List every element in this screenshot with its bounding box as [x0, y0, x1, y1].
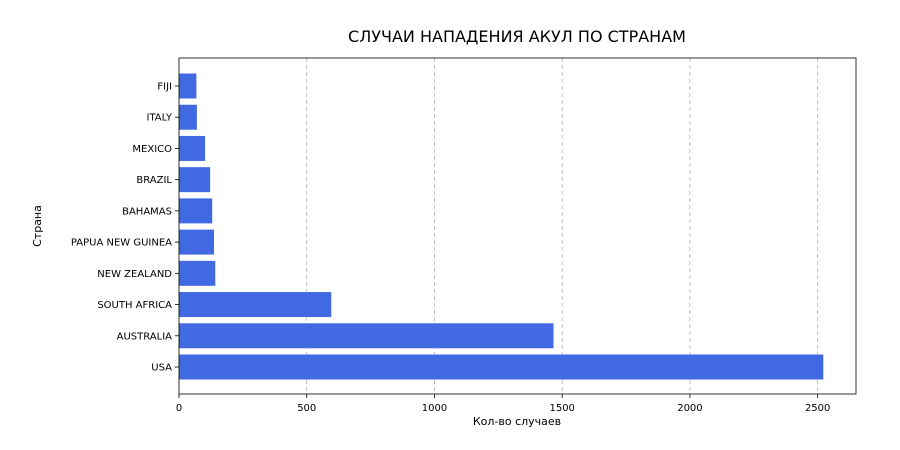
y-tick-label: BAHAMAS [122, 206, 172, 217]
y-tick-label: AUSTRALIA [117, 331, 173, 342]
y-tick-label: BRAZIL [136, 175, 172, 186]
x-tick-label: 1000 [422, 403, 447, 414]
y-tick-label: PAPUA NEW GUINEA [71, 238, 172, 249]
plot-frame [178, 57, 857, 395]
y-axis-label: Страна [31, 205, 44, 247]
bar-bahamas [179, 198, 213, 224]
x-axis: 0 500 1000 1500 2000 2500 [176, 394, 830, 414]
bar-papua-new-guinea [179, 229, 214, 255]
bar-italy [179, 104, 197, 130]
x-axis-label: Кол-во случаев [473, 415, 561, 428]
bar-south-africa [179, 292, 332, 318]
bar-brazil [179, 167, 211, 193]
x-tick-label: 1500 [549, 403, 574, 414]
x-tick-label: 2000 [677, 403, 702, 414]
bar-usa [179, 354, 824, 380]
x-tick-label: 2500 [805, 403, 830, 414]
bar-australia [179, 323, 554, 349]
y-axis: USA AUSTRALIA SOUTH AFRICA NEW ZEALAND PAPUA… [71, 82, 179, 374]
bar-new-zealand [179, 260, 216, 286]
bar-mexico [179, 135, 206, 161]
y-tick-label: FIJI [157, 82, 172, 93]
bar-fiji [179, 73, 197, 99]
bars-layer [179, 73, 824, 380]
y-tick-label: SOUTH AFRICA [97, 300, 172, 311]
x-tick-label: 0 [176, 403, 182, 414]
chart-title: СЛУЧАИ НАПАДЕНИЯ АКУЛ ПО СТРАНАМ [348, 27, 686, 46]
y-tick-label: USA [151, 363, 172, 374]
y-tick-label: NEW ZEALAND [97, 269, 172, 280]
y-tick-label: ITALY [147, 113, 173, 124]
y-tick-label: MEXICO [132, 144, 172, 155]
x-tick-label: 500 [297, 403, 316, 414]
